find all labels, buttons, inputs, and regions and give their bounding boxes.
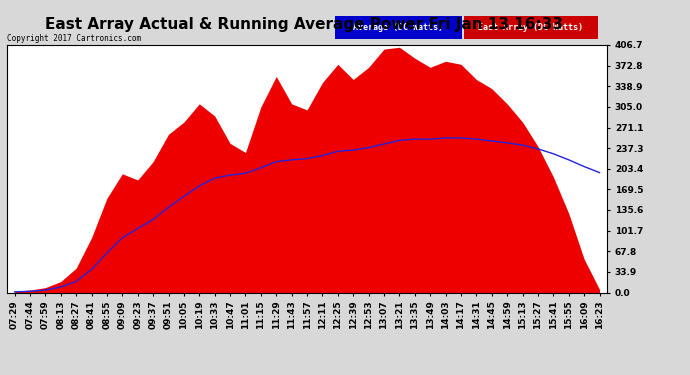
Text: East Array (DC Watts): East Array (DC Watts) <box>478 23 584 32</box>
Text: Average (DC Watts): Average (DC Watts) <box>353 23 444 32</box>
Text: Copyright 2017 Cartronics.com: Copyright 2017 Cartronics.com <box>7 34 141 43</box>
Text: East Array Actual & Running Average Power Fri Jan 13 16:33: East Array Actual & Running Average Powe… <box>45 17 562 32</box>
